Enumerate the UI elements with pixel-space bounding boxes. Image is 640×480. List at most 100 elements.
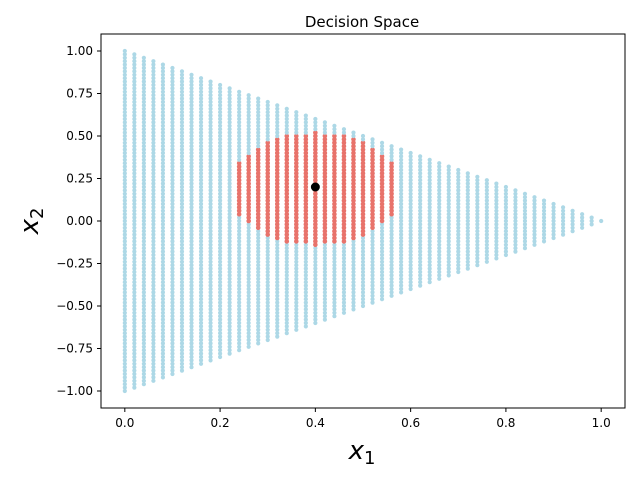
- feasible-point: [227, 208, 232, 213]
- feasible-point: [446, 249, 451, 254]
- highlighted-point: [313, 211, 318, 217]
- feasible-point: [351, 259, 356, 264]
- highlighted-point: [389, 184, 394, 190]
- highlighted-point: [294, 218, 299, 224]
- feasible-point: [370, 246, 375, 251]
- feasible-point: [179, 130, 185, 135]
- feasible-point: [551, 201, 556, 207]
- feasible-point: [313, 252, 318, 258]
- feasible-point: [541, 225, 547, 230]
- highlighted-point: [341, 167, 347, 173]
- feasible-point: [551, 235, 556, 241]
- feasible-point: [122, 59, 127, 64]
- feasible-point: [151, 351, 156, 356]
- feasible-point: [437, 242, 442, 247]
- highlighted-point: [332, 140, 337, 146]
- feasible-point: [122, 178, 127, 183]
- feasible-point: [418, 154, 423, 159]
- feasible-point: [389, 144, 394, 149]
- highlighted-point: [265, 160, 271, 166]
- feasible-point: [465, 188, 470, 193]
- highlighted-point: [360, 167, 366, 173]
- feasible-point: [160, 283, 166, 288]
- feasible-point: [446, 269, 451, 275]
- highlighted-point: [322, 184, 328, 190]
- feasible-point: [351, 269, 356, 275]
- feasible-point: [151, 144, 156, 149]
- feasible-point: [370, 263, 375, 268]
- feasible-point: [494, 201, 499, 207]
- highlighted-point: [360, 171, 366, 176]
- feasible-point: [151, 76, 156, 81]
- feasible-point: [437, 252, 442, 258]
- feasible-point: [141, 205, 146, 210]
- highlighted-point: [370, 181, 375, 186]
- feasible-point: [284, 286, 289, 292]
- feasible-point: [132, 327, 137, 332]
- feasible-point: [389, 266, 394, 271]
- feasible-point: [179, 150, 185, 156]
- feasible-point: [399, 280, 404, 285]
- feasible-point: [170, 225, 175, 230]
- highlighted-point: [313, 215, 318, 220]
- feasible-point: [284, 273, 289, 278]
- feasible-point: [170, 334, 175, 339]
- feasible-point: [227, 110, 232, 115]
- highlighted-point: [313, 140, 318, 146]
- feasible-point: [217, 144, 223, 149]
- feasible-point: [170, 76, 175, 81]
- feasible-point: [341, 269, 347, 275]
- feasible-point: [303, 120, 308, 125]
- feasible-point: [198, 235, 204, 241]
- feasible-point: [179, 297, 185, 302]
- feasible-point: [160, 150, 166, 156]
- feasible-point: [446, 246, 451, 251]
- feasible-point: [217, 178, 223, 183]
- feasible-point: [541, 212, 547, 217]
- feasible-point: [122, 184, 127, 190]
- feasible-point: [360, 293, 366, 298]
- feasible-point: [122, 103, 127, 108]
- feasible-point: [275, 113, 280, 118]
- feasible-point: [408, 195, 413, 200]
- feasible-point: [141, 215, 146, 220]
- highlighted-point: [294, 157, 299, 163]
- feasible-point: [198, 310, 204, 315]
- feasible-point: [227, 341, 232, 346]
- feasible-point: [151, 72, 156, 77]
- feasible-point: [179, 337, 185, 343]
- feasible-point: [265, 242, 270, 247]
- feasible-point: [170, 331, 175, 336]
- feasible-point: [189, 215, 194, 220]
- feasible-point: [379, 242, 385, 247]
- feasible-point: [170, 133, 175, 139]
- feasible-point: [122, 310, 127, 315]
- highlighted-point: [265, 154, 271, 159]
- feasible-point: [437, 235, 442, 241]
- feasible-point: [179, 358, 185, 363]
- feasible-point: [189, 133, 194, 139]
- feasible-point: [122, 385, 127, 390]
- feasible-point: [227, 324, 232, 329]
- highlighted-point: [236, 171, 242, 176]
- feasible-point: [284, 327, 289, 332]
- feasible-point: [179, 137, 185, 142]
- feasible-point: [427, 157, 432, 162]
- highlighted-point: [255, 177, 261, 183]
- feasible-point: [246, 283, 251, 288]
- feasible-point: [399, 150, 404, 156]
- feasible-point: [227, 327, 232, 332]
- highlighted-point: [351, 225, 356, 231]
- feasible-point: [179, 82, 185, 88]
- highlighted-point: [351, 184, 356, 190]
- feasible-point: [122, 314, 127, 319]
- highlighted-point: [341, 228, 347, 234]
- feasible-point: [132, 72, 137, 77]
- feasible-point: [189, 263, 194, 268]
- feasible-point: [294, 120, 299, 125]
- feasible-point: [170, 198, 175, 203]
- highlighted-point: [274, 191, 280, 197]
- feasible-point: [418, 276, 423, 281]
- feasible-point: [198, 133, 204, 139]
- feasible-point: [208, 201, 213, 207]
